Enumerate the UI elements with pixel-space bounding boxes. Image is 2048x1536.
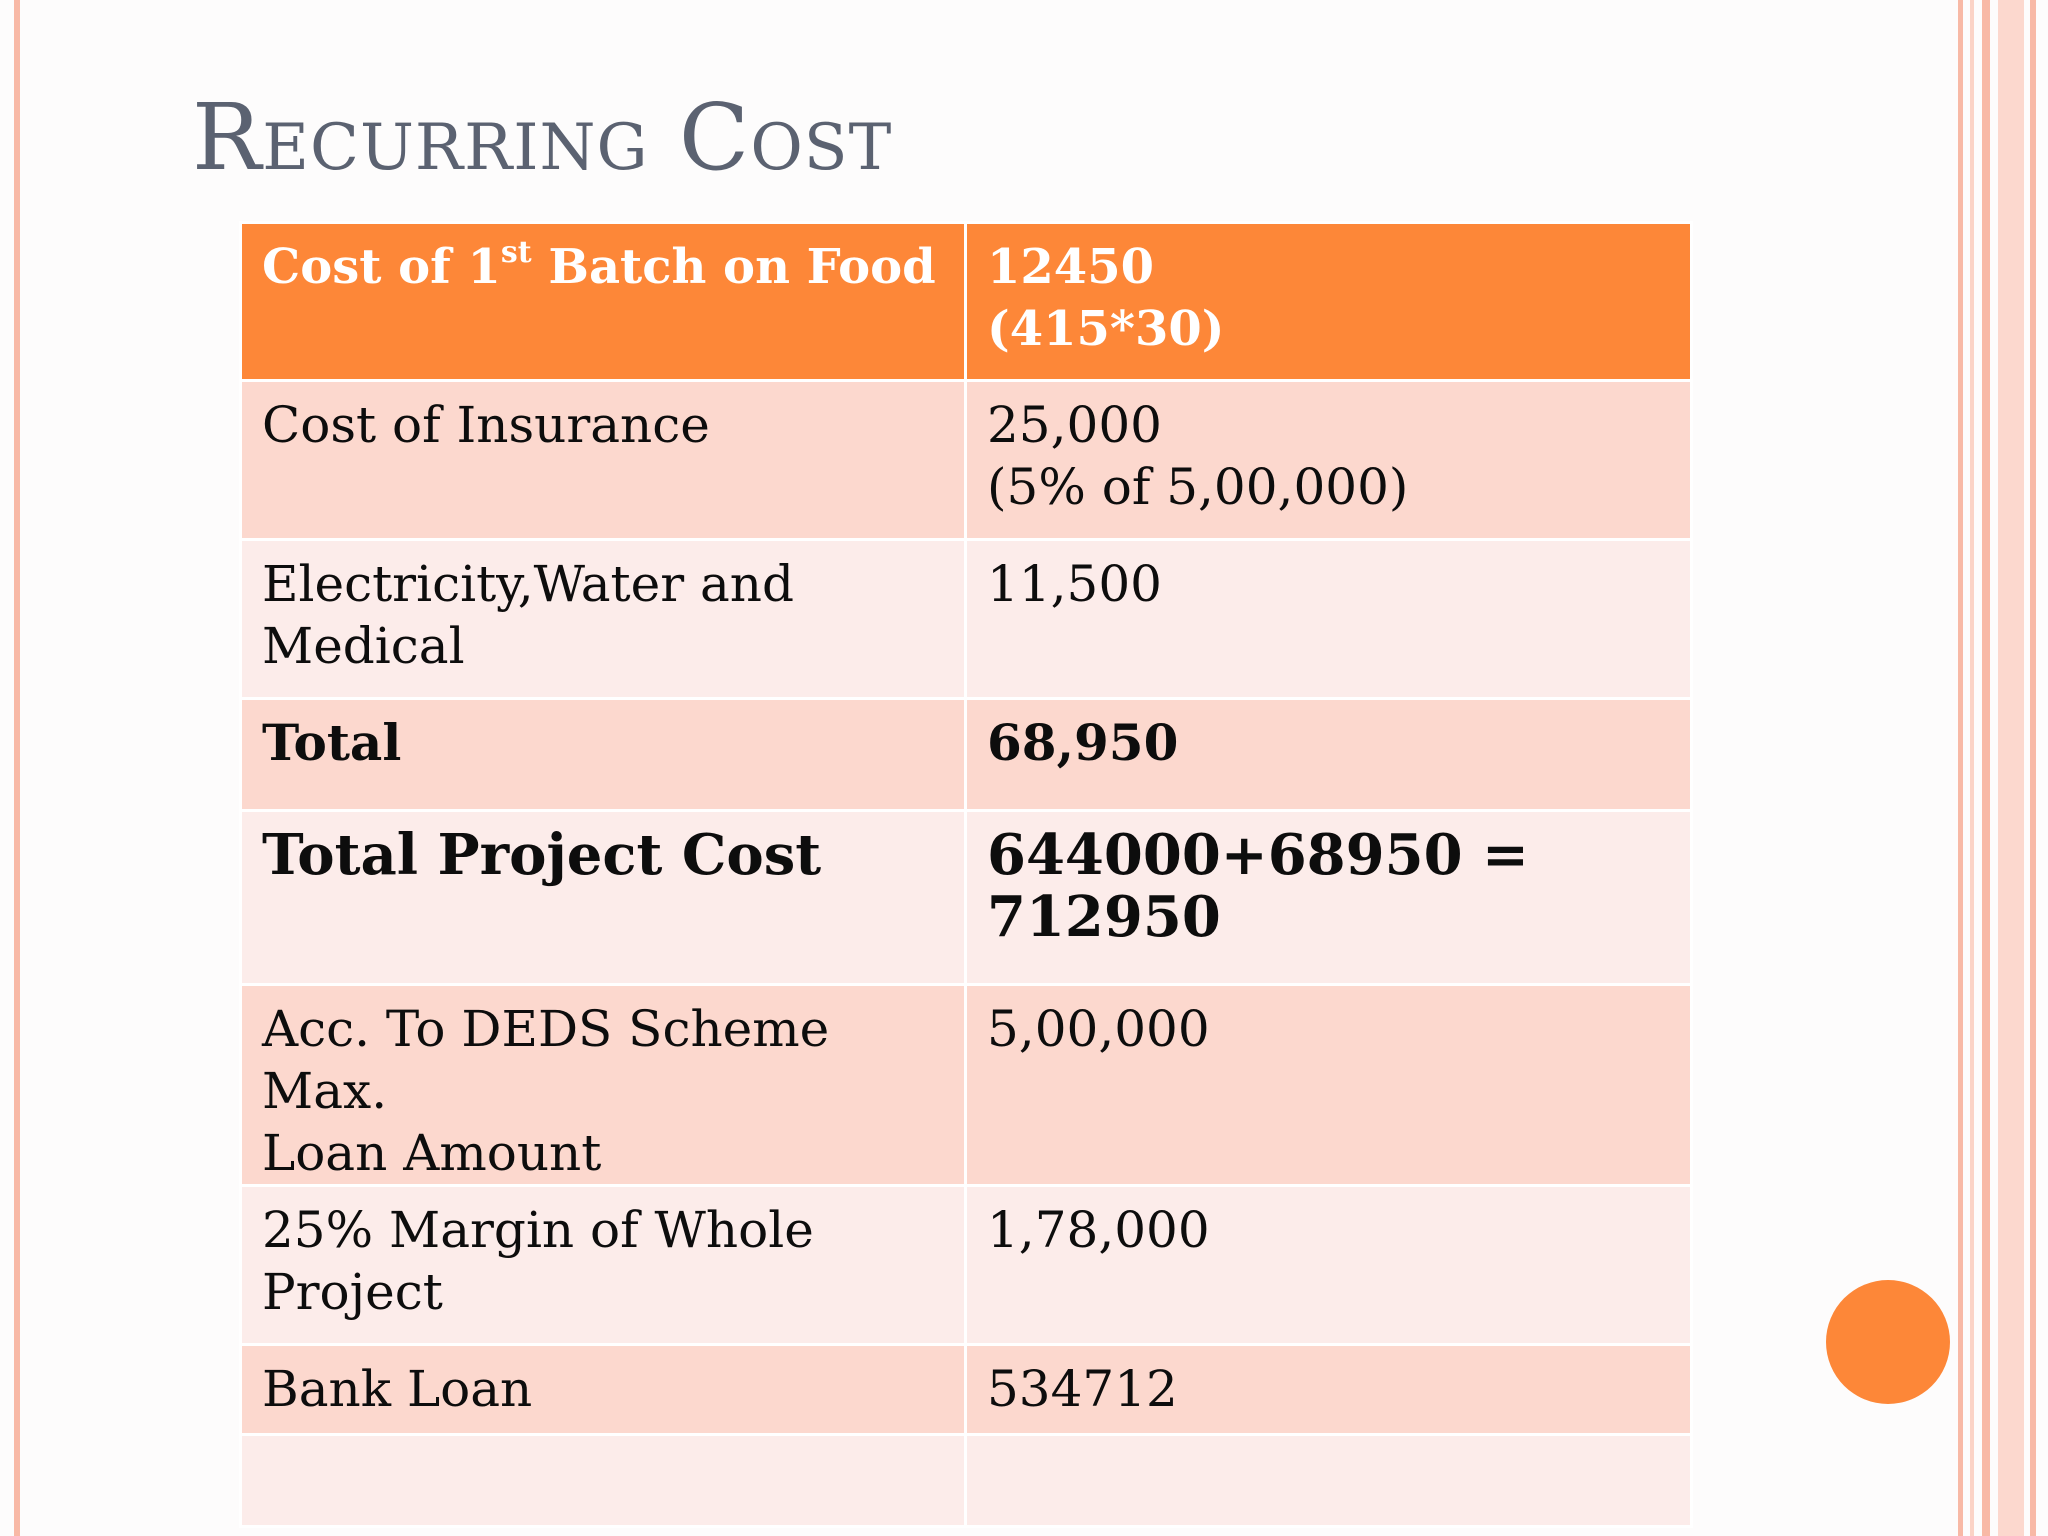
row-label-cell: Acc. To DEDS Scheme Max. Loan Amount (239, 983, 967, 1187)
row-value-cell: 25,000 (5% of 5,00,000) (964, 379, 1693, 541)
row-label-cell: Cost of Insurance (239, 379, 967, 541)
right-border-band (1998, 0, 2024, 1536)
recurring-cost-table: Cost of 1st Batch on Food 12450 (415*30)… (239, 221, 1693, 1528)
right-border-line-2 (1970, 0, 1974, 1536)
row-value-cell: 5,00,000 (964, 983, 1693, 1187)
table-row: 25% Margin of Whole Project 1,78,000 (239, 1184, 1693, 1346)
row-label-cell: Total (239, 697, 967, 812)
header-label-rest: Batch on Food (531, 239, 936, 295)
left-border-line (14, 0, 20, 1536)
row-value-cell: 534712 (964, 1343, 1693, 1436)
row-value-cell: 11,500 (964, 538, 1693, 700)
right-border-line-4 (2030, 0, 2036, 1536)
table-row: Cost of Insurance 25,000 (5% of 5,00,000… (239, 379, 1693, 541)
header-value-cell: 12450 (415*30) (964, 221, 1693, 382)
table-row-empty (239, 1433, 1693, 1528)
table-row-total-project-cost: Total Project Cost 644000+68950 = 712950 (239, 809, 1693, 986)
row-label-cell: Bank Loan (239, 1343, 967, 1436)
slide-title: Recurring Cost (192, 84, 893, 191)
table-header-row: Cost of 1st Batch on Food 12450 (415*30) (239, 221, 1693, 382)
right-border-line-1 (1958, 0, 1963, 1536)
row-label-cell: Total Project Cost (239, 809, 967, 986)
header-label-main: Cost of 1 (262, 239, 501, 295)
table-row: Acc. To DEDS Scheme Max. Loan Amount 5,0… (239, 983, 1693, 1187)
row-value-cell: 1,78,000 (964, 1184, 1693, 1346)
row-value-cell: 68,950 (964, 697, 1693, 812)
row-label-cell (239, 1433, 967, 1528)
table-row: Electricity,Water and Medical 11,500 (239, 538, 1693, 700)
table-row-total: Total 68,950 (239, 697, 1693, 812)
header-label-cell: Cost of 1st Batch on Food (239, 221, 967, 382)
header-label-superscript: st (500, 235, 532, 270)
decorative-orange-circle (1826, 1280, 1950, 1404)
row-label-cell: Electricity,Water and Medical (239, 538, 967, 700)
table-row: Bank Loan 534712 (239, 1343, 1693, 1436)
row-value-cell (964, 1433, 1693, 1528)
row-value-cell: 644000+68950 = 712950 (964, 809, 1693, 986)
row-label-cell: 25% Margin of Whole Project (239, 1184, 967, 1346)
right-border-line-3 (1982, 0, 1990, 1536)
